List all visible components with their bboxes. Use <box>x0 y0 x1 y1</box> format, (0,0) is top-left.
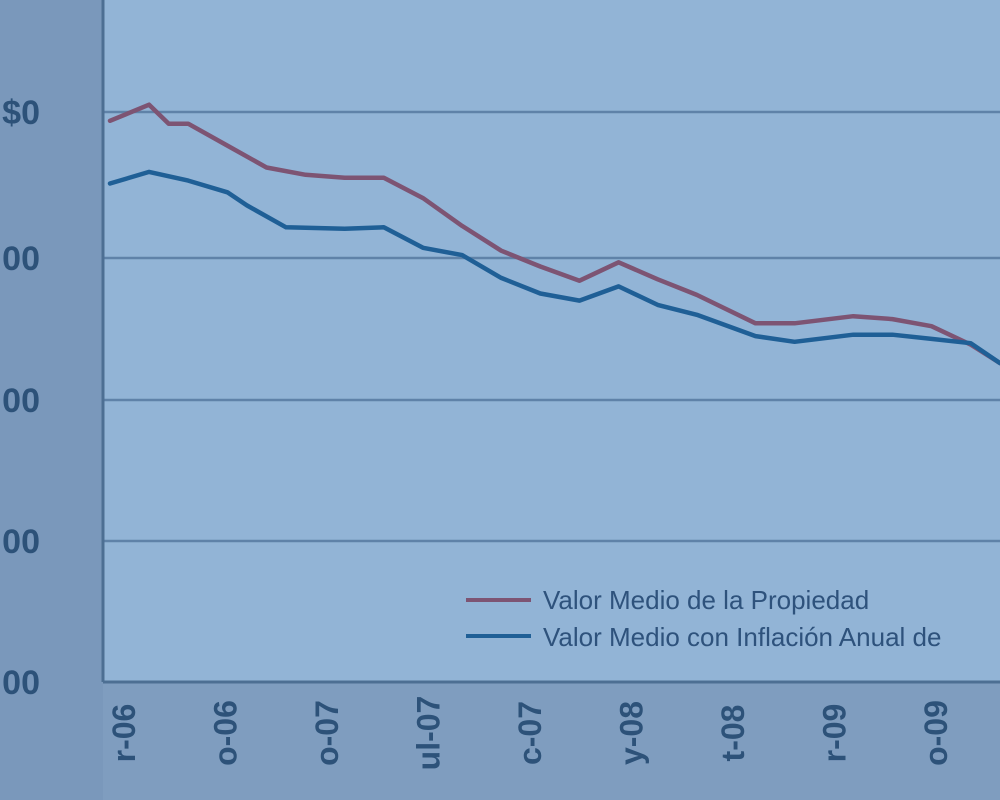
x-tick-label: r-06 <box>106 704 142 763</box>
x-tick-labels: r-06 o-06 o-07 ul-07 c-07 y-08 t-08 r-09 o-09 <box>106 696 954 771</box>
y-tick-labels: 00 00 00 00 $0 <box>2 94 40 702</box>
plot-area <box>103 0 1000 682</box>
x-tick-label: o-07 <box>309 700 345 766</box>
y-axis-panel <box>0 0 103 800</box>
series-line-2 <box>107 169 1000 366</box>
x-tick-label: y-08 <box>614 701 650 765</box>
y-tick-label: 00 <box>2 523 40 561</box>
x-tick-label: r-09 <box>817 704 853 763</box>
grid-lines <box>103 110 1000 543</box>
x-tick-label: o-09 <box>918 700 954 766</box>
series-lines <box>107 102 1000 366</box>
legend-label-series-1: Valor Medio de la Propiedad <box>543 585 869 615</box>
x-tick-label: ul-07 <box>411 696 447 771</box>
legend: Valor Medio de la Propiedad Valor Medio … <box>466 585 941 652</box>
legend-label-series-2: Valor Medio con Inflación Anual de <box>543 622 941 652</box>
y-tick-label: 00 <box>2 240 40 278</box>
y-tick-label: 00 <box>2 382 40 420</box>
series-line-1 <box>107 102 1000 366</box>
x-tick-label: c-07 <box>512 701 548 765</box>
x-tick-label: o-06 <box>208 700 244 766</box>
x-tick-label: t-08 <box>715 705 751 762</box>
y-tick-label: 00 <box>2 664 40 702</box>
y-tick-label: $0 <box>2 94 40 132</box>
